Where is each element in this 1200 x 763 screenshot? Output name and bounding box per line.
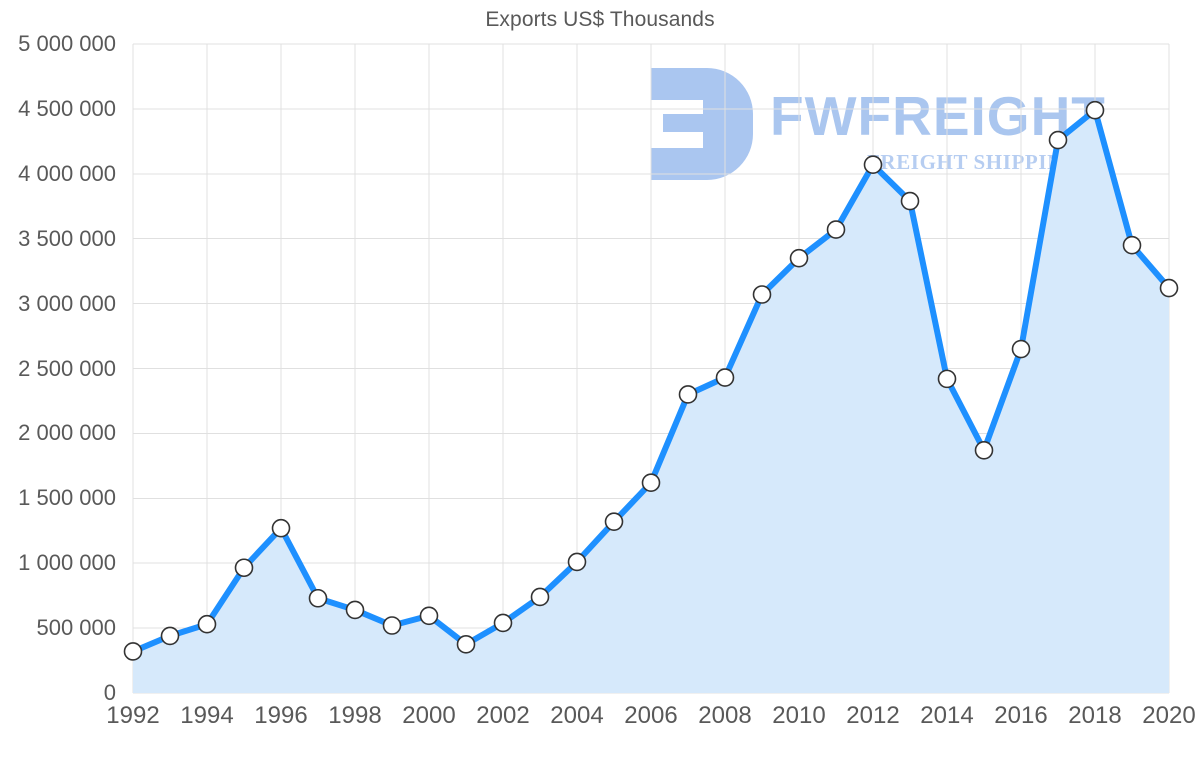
x-axis-tick-label: 2020 (1142, 702, 1196, 729)
y-axis-tick-label: 5 000 000 (18, 31, 116, 56)
x-axis-tick-label: 2008 (698, 702, 752, 729)
x-axis-tick-label: 1992 (106, 702, 160, 729)
y-axis-tick-label: 0 (103, 680, 116, 705)
x-axis-tick-label: 2014 (920, 702, 974, 729)
x-axis-tick-label: 2016 (994, 702, 1048, 729)
x-axis-tick-label: 2018 (1068, 702, 1122, 729)
x-axis-tick-label: 1996 (254, 702, 308, 729)
y-axis-tick-label: 1 500 000 (18, 485, 116, 511)
y-axis-tick-label: 4 000 000 (18, 160, 116, 186)
x-axis-tick-label: 2006 (624, 702, 678, 729)
y-axis-tick-label: 1 000 000 (18, 550, 116, 576)
x-axis-tick-label: 2012 (846, 702, 900, 729)
x-axis-tick-label: 2002 (476, 702, 530, 729)
chart-title: Exports US$ Thousands (485, 8, 715, 31)
x-axis-tick-label: 2000 (402, 702, 456, 729)
data-markers (123, 100, 1179, 661)
x-axis-tick-label: 2004 (550, 702, 604, 729)
y-axis-tick-label: 3 500 000 (18, 225, 116, 251)
area-fill (133, 110, 1169, 693)
y-axis-tick-label: 4 500 000 (18, 95, 116, 121)
x-axis-tick-label: 1994 (180, 702, 234, 729)
y-axis-tick-label: 2 000 000 (18, 420, 116, 446)
y-axis-tick-label: 3 000 000 (18, 290, 116, 316)
y-axis-tick-label: 500 000 (36, 615, 116, 641)
x-axis-tick-label: 1998 (328, 702, 382, 729)
x-axis-tick-label: 2010 (772, 702, 826, 729)
y-axis-tick-label: 2 500 000 (18, 355, 116, 381)
